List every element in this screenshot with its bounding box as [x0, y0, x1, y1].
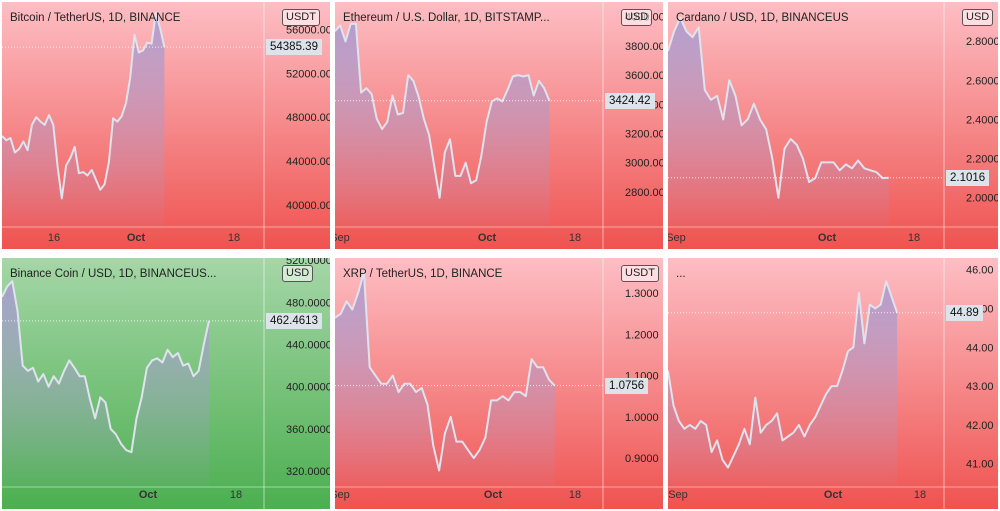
series-line	[668, 16, 889, 199]
y-tick-label: 520.0000	[286, 258, 330, 267]
x-tick-label: Oct	[478, 232, 497, 244]
y-tick-label: 41.00	[966, 459, 994, 471]
y-tick-label: 42.00	[966, 420, 994, 432]
y-tick-label: 3200.00	[625, 128, 663, 140]
y-tick-label: 2.8000	[966, 36, 998, 48]
chart-panel-sixth[interactable]: 46.0045.0044.0043.0042.0041.00SepOct18..…	[668, 258, 998, 509]
y-tick-label: 46.00	[966, 265, 994, 277]
y-tick-label: 2.0000	[966, 193, 998, 205]
y-tick-label: 1.3000	[625, 288, 659, 300]
series-line	[668, 280, 899, 469]
y-tick-label: 48000.00	[286, 112, 330, 124]
currency-button[interactable]: USD	[962, 9, 994, 26]
x-tick-label: Sep	[335, 489, 350, 501]
x-tick-label: 18	[228, 232, 240, 244]
x-tick-label: Oct	[127, 232, 146, 244]
series-area	[335, 272, 555, 487]
last-price-label: 54385.39	[266, 39, 322, 56]
y-tick-label: 3600.00	[625, 70, 663, 82]
y-tick-label: 44000.00	[286, 156, 330, 168]
series-line	[335, 271, 556, 472]
y-tick-label: 2.6000	[966, 75, 998, 87]
chart-title: Ethereum / U.S. Dollar, 1D, BITSTAMP...	[343, 12, 550, 24]
last-price-label: 44.89	[946, 304, 983, 321]
y-tick-label: 43.00	[966, 381, 994, 393]
y-tick-label: 1.0000	[625, 412, 659, 424]
y-tick-label: 2.2000	[966, 154, 998, 166]
chart-panel-binance-coin[interactable]: 520.0000 480.0000 440.0000 400.0000 360.0000…	[2, 258, 330, 509]
series-area	[668, 17, 889, 228]
x-tick-label: 18	[569, 232, 581, 244]
x-tick-label: Oct	[824, 489, 843, 501]
y-tick-label: 3000.00	[625, 158, 663, 170]
y-tick-label: 2.4000	[966, 114, 998, 126]
chart-canvas: 4000.003800.003600.003400.003200.003000.…	[335, 2, 663, 249]
series-line	[2, 12, 166, 200]
x-tick-label: 18	[908, 232, 920, 244]
chart-panel-bitcoin[interactable]: 56000.00 52000.00 48000.00 44000.00 40000.00…	[2, 2, 330, 249]
y-tick-label: 480.0000	[286, 297, 330, 309]
last-price-label: 1.0756	[605, 377, 649, 394]
x-tick-label: Sep	[335, 232, 350, 244]
currency-button[interactable]: USD	[621, 9, 653, 26]
chart-canvas: 520.0000 480.0000 440.0000 400.0000 360.0000…	[2, 258, 330, 509]
y-tick-label: 3800.00	[625, 41, 663, 53]
y-tick-label: 56000.00	[286, 24, 330, 36]
currency-button[interactable]: USD	[282, 265, 314, 282]
last-price-label: 2.1016	[946, 169, 990, 186]
y-tick-label: 2800.00	[625, 187, 663, 199]
x-tick-label: 18	[914, 489, 926, 501]
series-line	[335, 22, 551, 199]
y-tick-label: 400.0000	[286, 382, 330, 394]
series-area	[335, 23, 550, 228]
x-tick-label: Oct	[139, 489, 158, 501]
chart-title: ...	[676, 268, 686, 280]
chart-canvas: 2.8000 2.6000 2.4000 2.2000 2.0000 Sep Oct 18	[668, 2, 998, 249]
chart-title: Cardano / USD, 1D, BINANCEUS	[676, 12, 849, 24]
chart-title: Binance Coin / USD, 1D, BINANCEUS...	[10, 268, 217, 280]
series-area	[2, 13, 165, 227]
y-tick-label: 320.0000	[286, 466, 330, 478]
chart-title: XRP / TetherUS, 1D, BINANCE	[343, 268, 503, 280]
last-price-label: 3424.42	[605, 92, 655, 109]
chart-panel-cardano[interactable]: 2.8000 2.6000 2.4000 2.2000 2.0000 Sep Oct 18 Ca…	[668, 2, 998, 249]
y-tick-label: 40000.00	[286, 200, 330, 212]
x-tick-label: Sep	[668, 232, 686, 244]
y-tick-label: 1.2000	[625, 329, 659, 341]
x-tick-label: 18	[569, 489, 581, 501]
chart-panel-ethereum[interactable]: 4000.003800.003600.003400.003200.003000.…	[335, 2, 663, 249]
x-tick-label: Oct	[818, 232, 837, 244]
series-area	[668, 281, 898, 487]
x-tick-label: 18	[230, 489, 242, 501]
x-tick-label: Oct	[484, 489, 503, 501]
series-area	[2, 281, 209, 487]
currency-button[interactable]: USDT	[621, 265, 659, 282]
currency-button[interactable]: USDT	[282, 9, 320, 26]
chart-panel-xrp[interactable]: 1.30001.20001.10001.00000.9000SepOct18XR…	[335, 258, 663, 509]
series-line	[2, 280, 210, 454]
y-tick-label: 360.0000	[286, 424, 330, 436]
x-tick-label: Sep	[668, 489, 688, 501]
y-tick-label: 52000.00	[286, 68, 330, 80]
y-tick-label: 0.9000	[625, 453, 659, 465]
chart-title: Bitcoin / TetherUS, 1D, BINANCE	[10, 12, 181, 24]
y-tick-label: 440.0000	[286, 340, 330, 352]
x-tick-label: 16	[48, 232, 60, 244]
y-tick-label: 44.00	[966, 342, 994, 354]
last-price-label: 462.4613	[266, 312, 322, 329]
